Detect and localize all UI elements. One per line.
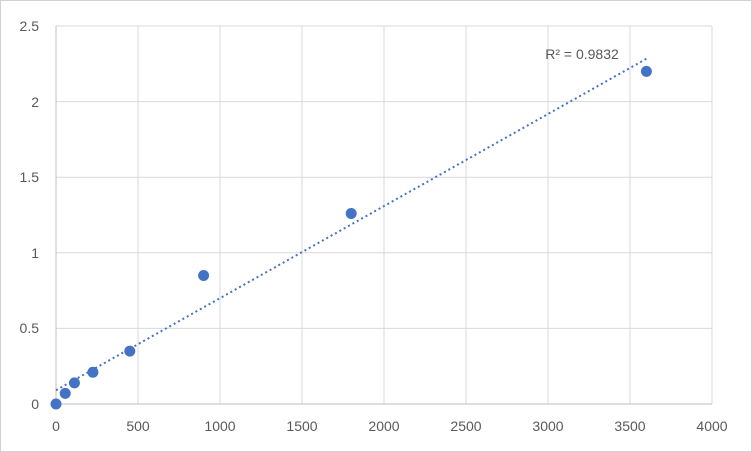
data-point: [640, 65, 652, 77]
y-axis-tick-label: 2.5: [19, 18, 39, 34]
x-axis-tick-label: 1500: [286, 418, 318, 434]
trendline: [55, 57, 647, 392]
x-axis-tick-label: 2500: [450, 418, 482, 434]
x-axis-tick-label: 3500: [614, 418, 646, 434]
y-axis-tick-label: 1: [31, 244, 39, 261]
data-point: [345, 207, 357, 219]
data-point: [50, 398, 62, 410]
y-axis-tick-label: 2: [31, 93, 39, 110]
y-axis-tick-label: 0: [31, 396, 39, 412]
data-point: [124, 345, 136, 357]
r-squared-label: R² = 0.9832: [545, 46, 619, 62]
y-axis-tick-label: 1.5: [19, 169, 39, 186]
x-axis-tick-label: 1000: [204, 418, 236, 434]
data-point: [59, 387, 71, 399]
y-axis-tick-label: 0.5: [19, 320, 39, 337]
x-axis-tick-label: 3000: [532, 418, 564, 434]
x-axis-tick-label: 2000: [368, 418, 400, 434]
data-point: [68, 377, 80, 389]
x-axis-tick-label: 4000: [696, 418, 728, 434]
data-point: [87, 366, 99, 378]
x-axis-tick-label: 0: [52, 418, 60, 434]
x-axis-tick-label: 500: [126, 418, 150, 434]
data-point: [198, 269, 210, 281]
